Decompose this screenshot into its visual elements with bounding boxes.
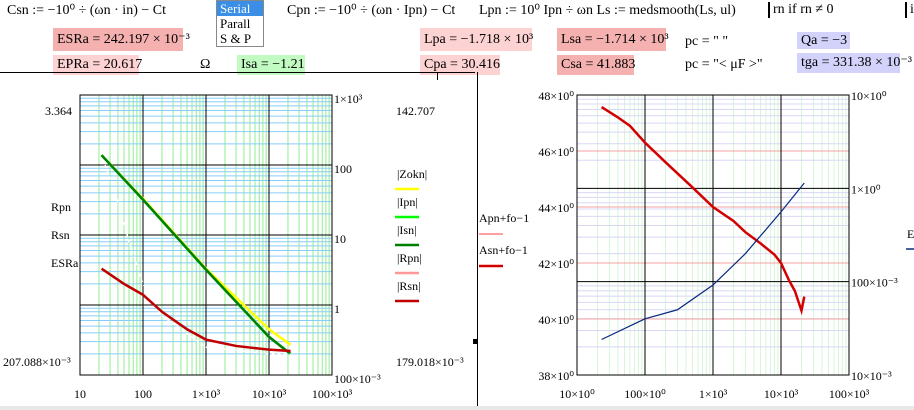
legend-label: |Ipn| — [397, 195, 418, 209]
pc-result-2: pc = "< μF >" — [685, 57, 763, 72]
formula-r[interactable]: rn if rn ≠ 0 — [768, 2, 834, 18]
x-tick-label: 10×10³ — [764, 387, 799, 401]
x-tick-label: 10×10³ — [252, 387, 287, 401]
series-line-1 — [601, 182, 805, 341]
listbox-option-s-and-p[interactable]: S & P — [220, 31, 252, 46]
legend-label: |Zokn| — [397, 167, 427, 181]
left-axis-series-label: Rpn — [51, 200, 71, 214]
pc-result-1: pc = " " — [685, 34, 729, 49]
y2-tick-label: 10×10⁰ — [851, 89, 887, 103]
epra-result: EPRa = 20.617 — [53, 55, 142, 75]
y2-tick-label: 1×10⁰ — [851, 182, 881, 196]
y-tick-label: 48×10⁰ — [538, 89, 574, 103]
x-tick-label: 10×10⁰ — [559, 387, 595, 401]
region-box-edge — [437, 72, 438, 80]
y-tick-label: 1×10³ — [334, 92, 363, 106]
legend-label: |Rpn| — [397, 251, 422, 265]
y-tick-label: 100×10⁻³ — [334, 372, 381, 386]
y2-tick-label: 10×10⁻³ — [851, 369, 892, 383]
x-tick-label: 100×10⁰ — [624, 387, 666, 401]
x-tick-label: 10 — [74, 387, 86, 401]
horizontal-scrollbar[interactable] — [0, 406, 914, 410]
y-tick-label: 46×10⁰ — [538, 145, 574, 159]
tga-result: tga = 331.38 × 10⁻³ — [797, 53, 912, 73]
left-top-value: 3.364 — [45, 104, 72, 118]
left-bottom-value: 207.088×10⁻³ — [3, 355, 71, 369]
esra-result: ESRa = 242.197 × 10⁻³ — [53, 28, 190, 51]
mode-listbox[interactable]: Serial Parall S & P — [216, 0, 264, 47]
formula-cs[interactable]: Csn := −10⁰ ÷ (ωn · in) − Ct — [7, 3, 166, 18]
legend-label: E — [907, 227, 914, 241]
lpa-result: Lpa = −1.718 × 10³ — [420, 28, 533, 51]
y-tick-label: 100 — [334, 162, 352, 176]
csa-result: Csa = 41.883 — [557, 55, 635, 75]
x-tick-label: 1×10³ — [699, 387, 728, 401]
x-tick-label: 100×10³ — [829, 387, 870, 401]
series-line-4 — [100, 267, 291, 353]
listbox-option-parall[interactable]: Parall — [220, 16, 251, 31]
left-axis-series-label: Rsn — [51, 228, 70, 242]
lsa-result: Lsa = −1.714 × 10³ — [557, 28, 669, 51]
y-tick-label: 42×10⁰ — [538, 257, 574, 271]
legend-label: Apn+fo−1 — [479, 211, 529, 225]
plot-frame — [79, 94, 333, 376]
phase-plot[interactable]: 10×10⁰ 100×10⁰ 1×10³ 10×10³ 100×10³ 38×10⁰ 40×… — [477, 0, 914, 405]
listbox-option-serial[interactable]: Serial — [217, 1, 263, 16]
plot-frame — [576, 94, 850, 376]
formula-cp[interactable]: Cpn := −10⁰ ÷ (ωn · Ipn) − Ct — [287, 3, 456, 18]
left-axis-series-label: ESRa — [51, 256, 79, 270]
x-tick-label: 100 — [134, 387, 152, 401]
y-tick-label: 44×10⁰ — [538, 201, 574, 215]
formula-lp-ls[interactable]: Lpn := 10⁰ Ipn ÷ ωn Ls := medsmooth(Ls, … — [479, 3, 736, 18]
isa-result: Isa = −1.21 — [237, 55, 305, 75]
region-vertical-divider — [477, 72, 478, 406]
legend-label: |Isn| — [397, 223, 416, 237]
legend-label: |Rsn| — [397, 279, 420, 293]
qa-result: Qa = −3 — [797, 32, 850, 49]
ohm-unit: Ω — [200, 57, 211, 72]
legend-label: Asn+fo−1 — [479, 243, 528, 257]
series-line-2 — [100, 154, 292, 355]
x-tick-label: 1×10³ — [192, 387, 221, 401]
right-top-value: 142.707 — [396, 104, 435, 118]
y-tick-label: 1 — [334, 302, 340, 316]
region-divider — [0, 72, 475, 73]
formula-i[interactable]: i — [905, 2, 914, 18]
resize-handle[interactable] — [473, 339, 477, 344]
x-tick-label: 100×10³ — [312, 387, 353, 401]
y-tick-label: 10 — [334, 232, 346, 246]
y2-tick-label: 100×10⁻³ — [851, 276, 898, 290]
y-tick-label: 40×10⁰ — [538, 313, 574, 327]
cpa-result: Cpa = 30.416 — [420, 55, 500, 75]
right-bottom-value: 179.018×10⁻³ — [396, 355, 464, 369]
y-tick-label: 38×10⁰ — [538, 369, 574, 383]
series-line-0 — [600, 105, 806, 316]
